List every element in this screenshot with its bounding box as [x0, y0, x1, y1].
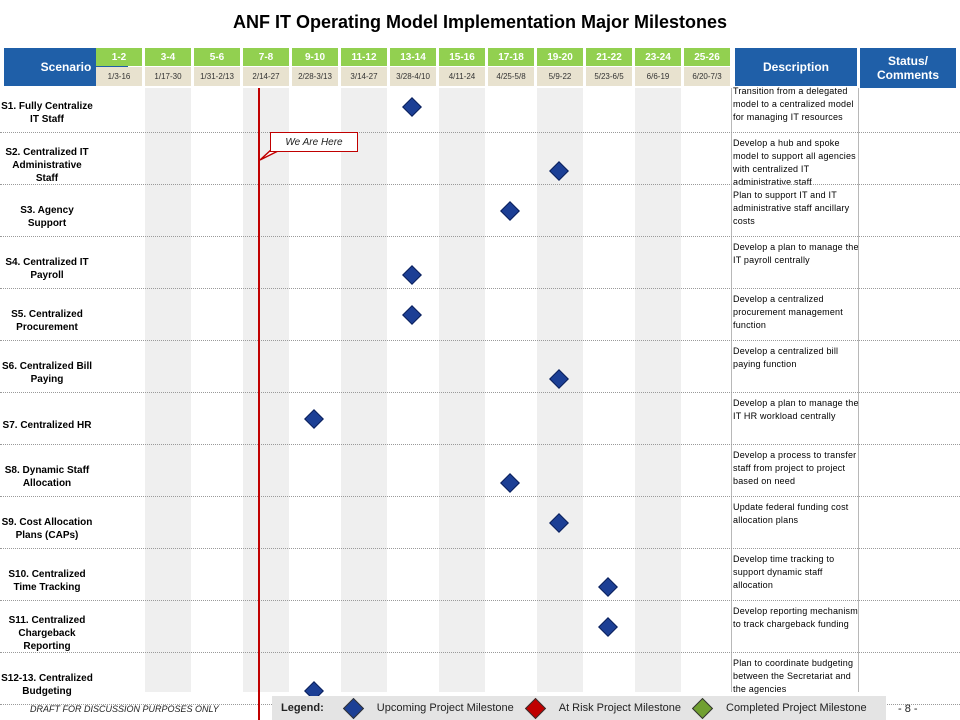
draft-notice: DRAFT FOR DISCUSSION PURPOSES ONLY: [30, 704, 219, 714]
scenario-label: S9. Cost Allocation Plans (CAPs): [1, 517, 93, 541]
period-date: 4/25-5/8: [488, 67, 534, 86]
period-date: 3/14-27: [341, 67, 387, 86]
legend-upcoming: Upcoming Project Milestone: [376, 702, 514, 714]
period-header: 19-20: [537, 48, 583, 66]
period-date: 1/3-16: [96, 67, 142, 86]
period-header: 17-18: [488, 48, 534, 66]
row-divider: [0, 444, 960, 445]
description-header: Description: [735, 48, 857, 86]
period-header: 7-8: [243, 48, 289, 66]
legend-completed: Completed Project Milestone: [726, 702, 867, 714]
period-header: 23-24: [635, 48, 681, 66]
scenario-description: Develop a plan to manage the IT payroll …: [733, 242, 859, 265]
period-header: 5-6: [194, 48, 240, 66]
row-divider: [0, 548, 960, 549]
scenario-label: S4. Centralized IT Payroll: [5, 257, 89, 281]
upcoming-milestone-icon: [402, 265, 422, 285]
legend-label: Legend:: [281, 702, 324, 714]
scenario-description: Develop time tracking to support dynamic…: [733, 554, 835, 590]
period-column-shade: [439, 88, 485, 692]
we-are-here-callout: We Are Here: [270, 132, 358, 152]
scenario-label: S11. Centralized Chargeback Reporting: [8, 614, 86, 652]
upcoming-milestone-icon: [342, 697, 364, 719]
period-date: 3/28-4/10: [390, 67, 436, 86]
scenario-label: S3. Agency Support: [20, 205, 74, 229]
scenario-description: Develop a process to transfer staff from…: [733, 450, 857, 486]
period-date: 6/6-19: [635, 67, 681, 86]
period-date: 4/11-24: [439, 67, 485, 86]
scenario-description: Develop a centralized procurement manage…: [733, 294, 843, 330]
period-header: 25-26: [684, 48, 730, 66]
we-are-here-line: [258, 88, 260, 720]
scenario-description: Plan to coordinate budgeting between the…: [733, 658, 854, 694]
scenario-label: S5. Centralized Procurement: [11, 309, 83, 333]
scenario-label: S12-13. Centralized Budgeting: [1, 673, 93, 697]
scenario-label: S1. Fully Centralize IT Staff: [1, 101, 93, 125]
upcoming-milestone-icon: [598, 617, 618, 637]
row-divider: [0, 652, 960, 653]
row-divider: [0, 496, 960, 497]
scenario-label: S2. Centralized IT Administrative Staff: [5, 146, 89, 184]
page-number: - 8 -: [898, 703, 918, 715]
scenario-description: Plan to support IT and IT administrative…: [733, 190, 850, 226]
scenario-description: Develop a centralized bill paying functi…: [733, 346, 839, 369]
period-date: 5/9-22: [537, 67, 583, 86]
period-date: 2/28-3/13: [292, 67, 338, 86]
period-date: 6/20-7/3: [684, 67, 730, 86]
row-divider: [0, 184, 960, 185]
row-divider: [0, 340, 960, 341]
scenario-label: S8. Dynamic Staff Allocation: [4, 465, 90, 489]
period-header: 9-10: [292, 48, 338, 66]
period-column-shade: [243, 88, 289, 692]
at-risk-milestone-icon: [524, 697, 546, 719]
row-divider: [0, 288, 960, 289]
period-header: 13-14: [390, 48, 436, 66]
completed-milestone-icon: [691, 697, 714, 719]
column-separator: [858, 88, 859, 692]
period-column-shade: [341, 88, 387, 692]
row-divider: [0, 132, 960, 133]
scenario-label: S7. Centralized HR: [2, 419, 92, 431]
period-header: 11-12: [341, 48, 387, 66]
scenario-description: Develop reporting mechanism to track cha…: [733, 606, 858, 629]
upcoming-milestone-icon: [500, 201, 520, 221]
period-header: 3-4: [145, 48, 191, 66]
row-divider: [0, 236, 960, 237]
scenario-description: Develop a plan to manage the IT HR workl…: [733, 398, 859, 421]
period-header: 15-16: [439, 48, 485, 66]
scenario-description: Develop a hub and spoke model to support…: [733, 138, 856, 187]
period-column-shade: [635, 88, 681, 692]
column-separator: [731, 88, 732, 692]
legend-at-risk: At Risk Project Milestone: [558, 702, 681, 714]
period-column-shade: [537, 88, 583, 692]
scenario-description: Transition from a delegated model to a c…: [733, 86, 854, 122]
period-date: 5/23-6/5: [586, 67, 632, 86]
row-divider: [0, 392, 960, 393]
scenario-label: S6. Centralized Bill Paying: [1, 361, 93, 385]
upcoming-milestone-icon: [304, 409, 324, 429]
scenario-label: S10. Centralized Time Tracking: [8, 569, 86, 593]
period-column-shade: [145, 88, 191, 692]
scenario-description: Update federal funding cost allocation p…: [733, 502, 849, 525]
upcoming-milestone-icon: [500, 473, 520, 493]
period-date: 2/14-27: [243, 67, 289, 86]
period-date: 1/17-30: [145, 67, 191, 86]
row-divider: [0, 600, 960, 601]
period-header: 1-2: [96, 48, 142, 66]
upcoming-milestone-icon: [402, 305, 422, 325]
legend: Legend: Upcoming Project Milestone At Ri…: [272, 696, 886, 720]
upcoming-milestone-icon: [402, 97, 422, 117]
period-date: 1/31-2/13: [194, 67, 240, 86]
page-title: ANF IT Operating Model Implementation Ma…: [232, 12, 728, 32]
status-header: Status/ Comments: [860, 48, 956, 88]
upcoming-milestone-icon: [598, 577, 618, 597]
period-header: 21-22: [586, 48, 632, 66]
